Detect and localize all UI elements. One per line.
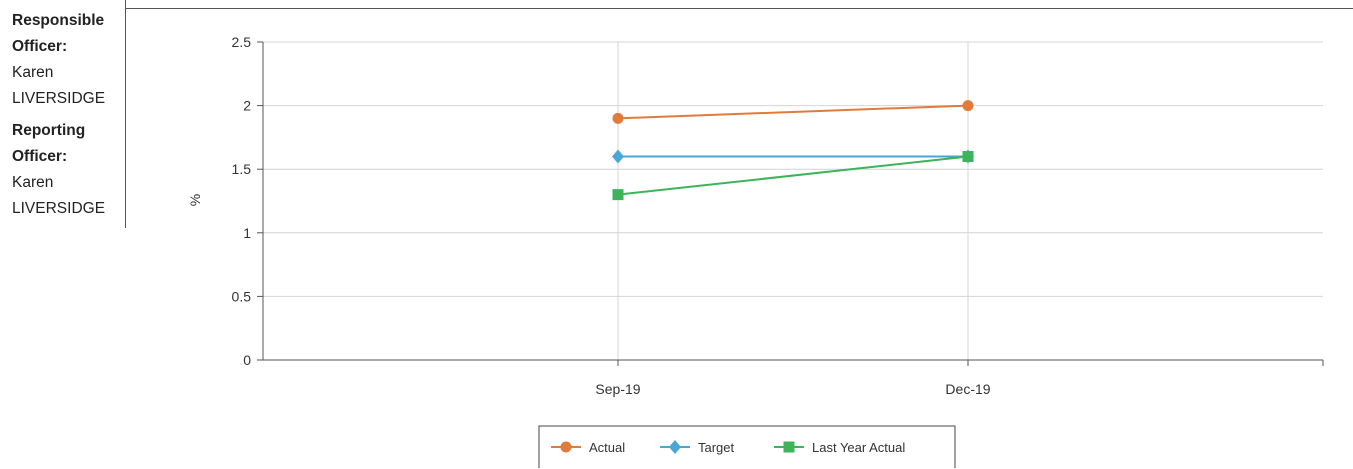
legend-marker-actual (560, 441, 572, 453)
reporting-officer-label: Reporting (12, 122, 86, 139)
officer-panel: Responsible Officer: Karen LIVERSIDGE Re… (0, 0, 126, 228)
responsible-officer-first-name: Karen (12, 64, 54, 81)
legend-border (538, 425, 956, 468)
y-tick-label: 0 (243, 352, 251, 368)
y-tick-label: 2.5 (232, 34, 252, 50)
responsible-officer-label: Responsible (12, 12, 105, 29)
data-point-target (612, 149, 624, 164)
legend-label-actual: Actual (589, 440, 625, 455)
legend-marker-target (669, 440, 681, 454)
y-tick-label: 2 (243, 98, 251, 114)
reporting-officer-surname: LIVERSIDGE (12, 200, 106, 217)
series-line-actual (617, 104, 969, 120)
legend-marker-last-year-actual (783, 441, 795, 453)
x-tick-label: Sep-19 (595, 381, 640, 397)
gridlines (263, 41, 1323, 360)
data-point-last-year-actual (612, 189, 624, 201)
responsible-officer-surname: LIVERSIDGE (12, 90, 106, 107)
reporting-officer-label-cont: Officer: (12, 148, 68, 165)
data-point-actual (612, 112, 624, 124)
legend-label-target: Target (698, 440, 735, 455)
y-tick-label: 1.5 (232, 161, 252, 177)
responsible-officer-label-cont: Officer: (12, 38, 68, 55)
axes: 0 0.5 1 1.5 2 2.5 Sep-19 Dec-19 (232, 34, 1324, 397)
y-tick-label: 1 (243, 225, 251, 241)
y-tick-label: 0.5 (232, 288, 252, 304)
chart-top-border (126, 8, 1353, 9)
series-line-last-year-actual (617, 155, 969, 196)
reporting-officer-first-name: Karen (12, 174, 54, 191)
data-point-actual (962, 100, 974, 112)
data-point-last-year-actual (962, 150, 974, 162)
legend-label-last-year-actual: Last Year Actual (812, 440, 905, 455)
series (612, 100, 974, 201)
x-tick-label: Dec-19 (945, 381, 990, 397)
legend: Actual Target Last Year Actual (538, 425, 956, 468)
y-axis-label: % (187, 194, 203, 206)
